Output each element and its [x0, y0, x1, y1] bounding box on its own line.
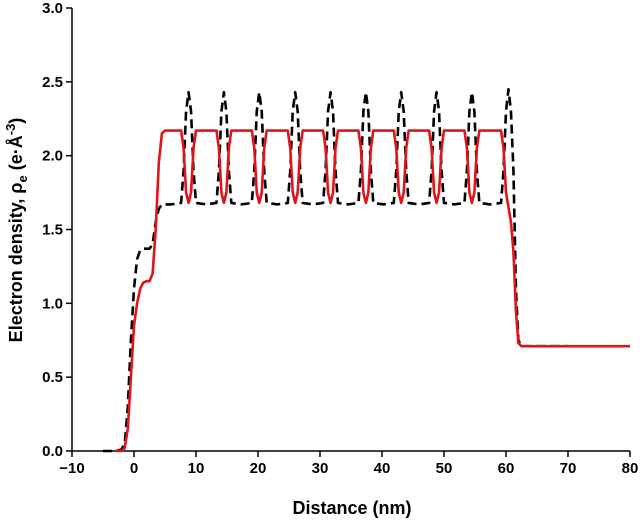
x-tick-label: 60 [498, 460, 515, 477]
y-axis-label: Electron density, ρe (e·Å-3) [3, 118, 30, 343]
y-label-part: ) [6, 118, 26, 124]
y-tick-label: 0.0 [42, 443, 63, 460]
y-label-sub: e [15, 175, 30, 182]
y-tick-label: 1.0 [42, 295, 63, 312]
y-tick-label: 2.5 [42, 74, 63, 91]
x-tick-label: 10 [188, 460, 205, 477]
series-line [115, 129, 630, 453]
x-axis-label: Distance (nm) [292, 498, 411, 518]
y-tick-label: 0.5 [42, 369, 63, 386]
y-tick-label: 2.0 [42, 148, 63, 165]
x-tick-label: 50 [436, 460, 453, 477]
x-tick-label: 0 [130, 460, 138, 477]
y-label-part: Electron density, ρ [6, 182, 26, 342]
x-tick-label: 20 [250, 460, 267, 477]
y-label-sup: -3 [3, 124, 18, 136]
x-tick-label: 80 [622, 460, 639, 477]
x-tick-label: −10 [59, 460, 84, 477]
x-tick-label: 40 [374, 460, 391, 477]
x-tick-label: 70 [560, 460, 577, 477]
y-tick-label: 1.5 [42, 222, 63, 239]
y-tick-label: 3.0 [42, 0, 63, 17]
y-label-part: (e·Å [6, 135, 26, 175]
x-tick-label: 30 [312, 460, 329, 477]
